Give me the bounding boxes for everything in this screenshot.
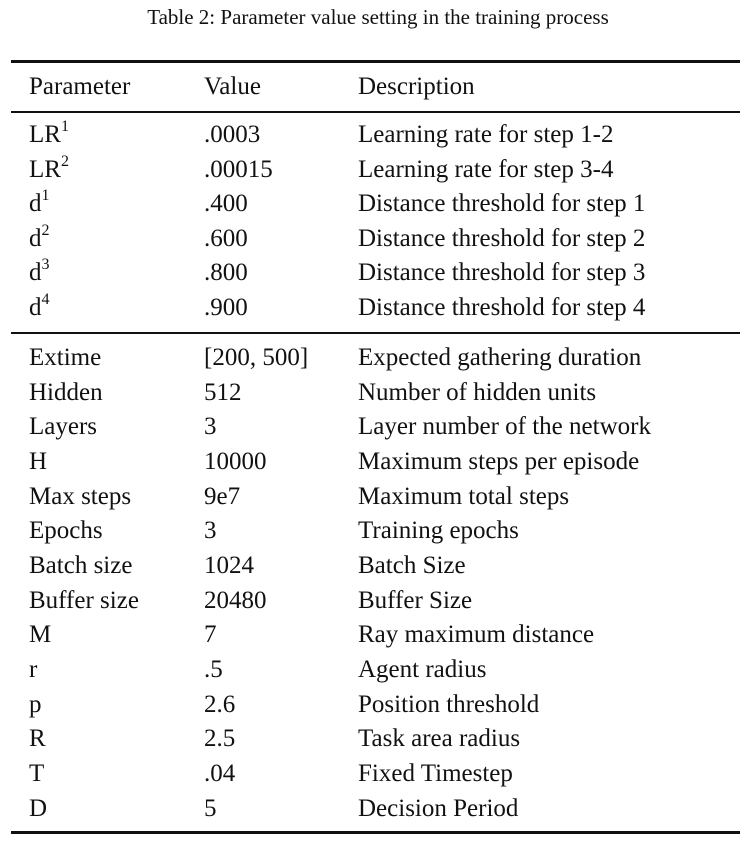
description-cell: Layer number of the network	[358, 413, 651, 440]
group-separator-rule	[11, 332, 740, 334]
table-row: H 10000 Maximum steps per episode	[0, 445, 756, 479]
value-cell: .5	[204, 656, 223, 683]
value-cell: .00015	[204, 156, 273, 183]
value-cell: 3	[204, 413, 217, 440]
value-cell: 2.5	[204, 725, 236, 752]
table-row: Buffer size 20480 Buffer Size	[0, 584, 756, 618]
table-row: Extime [200, 500] Expected gathering dur…	[0, 341, 756, 375]
value-cell: .04	[204, 760, 236, 787]
param-cell: M	[29, 621, 52, 648]
table-row: LR1 .0003 Learning rate for step 1-2	[0, 118, 756, 152]
top-rule	[11, 60, 740, 63]
value-cell: .800	[204, 259, 248, 286]
table-row: Hidden 512 Number of hidden units	[0, 376, 756, 410]
value-cell: 20480	[204, 587, 267, 614]
table-row: d1 .400 Distance threshold for step 1	[0, 187, 756, 221]
value-cell: .900	[204, 294, 248, 321]
param-cell: d1	[29, 186, 50, 217]
value-cell: .600	[204, 225, 248, 252]
value-cell: .0003	[204, 121, 261, 148]
param-cell: Layers	[29, 413, 98, 440]
param-cell: Epochs	[29, 517, 103, 544]
table-row: Batch size 1024 Batch Size	[0, 549, 756, 583]
table-header-row: Parameter Value Description	[0, 70, 756, 104]
value-cell: 512	[204, 379, 242, 406]
description-cell: Maximum total steps	[358, 483, 570, 510]
description-cell: Number of hidden units	[358, 379, 597, 406]
description-cell: Expected gathering duration	[358, 344, 642, 371]
header-value: Value	[204, 73, 261, 100]
header-rule	[11, 111, 740, 113]
table-row: Layers 3 Layer number of the network	[0, 410, 756, 444]
table-row: D 5 Decision Period	[0, 792, 756, 826]
param-cell: LR1	[29, 117, 69, 148]
param-cell: d2	[29, 221, 50, 252]
value-cell: 9e7	[204, 483, 241, 510]
param-cell: T	[29, 760, 45, 787]
header-parameter: Parameter	[29, 73, 131, 100]
value-cell: 2.6	[204, 691, 236, 718]
param-cell: Max steps	[29, 483, 132, 510]
description-cell: Training epochs	[358, 517, 519, 544]
param-cell: Hidden	[29, 379, 103, 406]
bottom-rule	[11, 831, 740, 834]
table-row: R 2.5 Task area radius	[0, 722, 756, 756]
param-cell: D	[29, 795, 48, 822]
table-row: T .04 Fixed Timestep	[0, 757, 756, 791]
value-cell: 7	[204, 621, 217, 648]
table-row: r .5 Agent radius	[0, 653, 756, 687]
description-cell: Batch Size	[358, 552, 466, 579]
description-cell: Learning rate for step 3-4	[358, 156, 614, 183]
param-cell: R	[29, 725, 46, 752]
param-cell: Buffer size	[29, 587, 139, 614]
description-cell: Position threshold	[358, 691, 540, 718]
description-cell: Distance threshold for step 2	[358, 225, 646, 252]
description-cell: Distance threshold for step 1	[358, 190, 646, 217]
description-cell: Fixed Timestep	[358, 760, 513, 787]
table-row: p 2.6 Position threshold	[0, 688, 756, 722]
param-cell: p	[29, 691, 42, 718]
description-cell: Learning rate for step 1-2	[358, 121, 614, 148]
table-row: d3 .800 Distance threshold for step 3	[0, 256, 756, 290]
description-cell: Distance threshold for step 3	[358, 259, 646, 286]
table-row: LR2 .00015 Learning rate for step 3-4	[0, 153, 756, 187]
value-cell: 5	[204, 795, 217, 822]
table-row: d2 .600 Distance threshold for step 2	[0, 222, 756, 256]
value-cell: 10000	[204, 448, 267, 475]
param-cell: LR2	[29, 152, 69, 183]
param-cell: d4	[29, 290, 50, 321]
param-cell: Extime	[29, 344, 102, 371]
param-cell: Batch size	[29, 552, 133, 579]
description-cell: Ray maximum distance	[358, 621, 595, 648]
value-cell: [200, 500]	[204, 344, 309, 371]
table-caption: Table 2: Parameter value setting in the …	[147, 5, 609, 29]
description-cell: Distance threshold for step 4	[358, 294, 646, 321]
header-description: Description	[358, 73, 475, 100]
description-cell: Decision Period	[358, 795, 519, 822]
description-cell: Buffer Size	[358, 587, 473, 614]
table-row: Max steps 9e7 Maximum total steps	[0, 480, 756, 514]
description-cell: Agent radius	[358, 656, 487, 683]
value-cell: 3	[204, 517, 217, 544]
param-cell: r	[29, 656, 38, 683]
table-row: Epochs 3 Training epochs	[0, 514, 756, 548]
table-row: d4 .900 Distance threshold for step 4	[0, 291, 756, 325]
table-row: M 7 Ray maximum distance	[0, 618, 756, 652]
value-cell: 1024	[204, 552, 254, 579]
param-cell: d3	[29, 255, 50, 286]
description-cell: Maximum steps per episode	[358, 448, 640, 475]
param-cell: H	[29, 448, 48, 475]
description-cell: Task area radius	[358, 725, 521, 752]
value-cell: .400	[204, 190, 248, 217]
